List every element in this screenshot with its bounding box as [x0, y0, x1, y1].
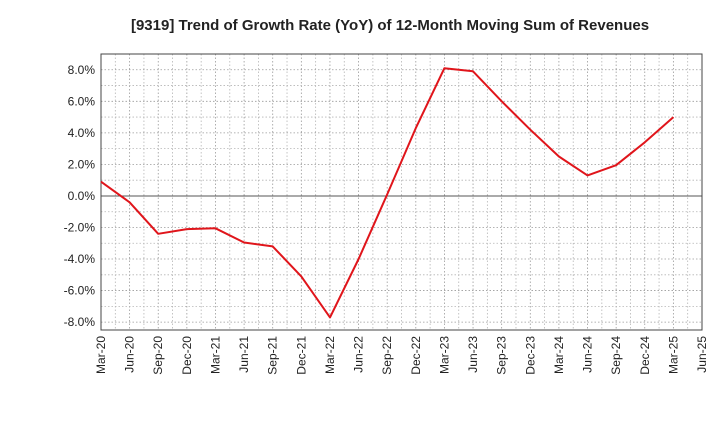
y-tick-label: 6.0%: [68, 94, 96, 108]
x-tick-label: Sep-20: [151, 336, 165, 375]
grid-lines: [100, 54, 703, 330]
y-tick-label: -2.0%: [64, 220, 96, 234]
x-tick-label: Dec-22: [409, 336, 423, 375]
y-tick-labels: -8.0% -6.0% -4.0% -2.0% 0.0% 2.0% 4.0% 6.0% 8.0%: [64, 63, 96, 329]
x-tick-label: Jun-23: [466, 336, 480, 373]
x-tick-label: Sep-24: [609, 336, 623, 375]
x-tick-label: Dec-24: [638, 336, 652, 375]
y-tick-label: 0.0%: [68, 189, 96, 203]
x-tick-label: Mar-25: [666, 336, 680, 374]
x-tick-label: Mar-21: [208, 336, 222, 374]
x-tick-labels: Mar-20 Jun-20 Sep-20 Dec-20 Mar-21 Jun-21 Sep-…: [94, 336, 709, 375]
y-tick-label: 4.0%: [68, 126, 96, 140]
x-tick-label: Dec-23: [523, 336, 537, 375]
y-tick-label: -8.0%: [64, 315, 96, 329]
series-group: [100, 67, 675, 319]
axes: [100, 53, 703, 331]
x-tick-label: Mar-23: [437, 336, 451, 374]
y-tick-label: 8.0%: [68, 63, 96, 77]
x-tick-label: Jun-21: [237, 336, 251, 373]
chart-title: [9319] Trend of Growth Rate (YoY) of 12-…: [131, 17, 649, 34]
x-tick-label: Mar-24: [552, 336, 566, 374]
x-tick-label: Mar-22: [323, 336, 337, 374]
x-tick-label: Sep-21: [266, 336, 280, 375]
x-tick-label: Jun-24: [581, 336, 595, 373]
x-tick-label: Jun-20: [123, 336, 137, 373]
x-tick-label: Sep-23: [495, 336, 509, 375]
y-tick-label: -6.0%: [64, 284, 96, 298]
plot-frame: [100, 53, 703, 331]
x-tick-label: Mar-20: [94, 336, 108, 374]
y-tick-label: 2.0%: [68, 157, 96, 171]
y-tick-label: -4.0%: [64, 252, 96, 266]
x-tick-label: Jun-25: [695, 336, 709, 373]
series-line: [100, 67, 675, 319]
x-tick-label: Dec-20: [180, 336, 194, 375]
x-tick-label: Jun-22: [352, 336, 366, 373]
x-tick-label: Dec-21: [294, 336, 308, 375]
x-tick-label: Sep-22: [380, 336, 394, 375]
